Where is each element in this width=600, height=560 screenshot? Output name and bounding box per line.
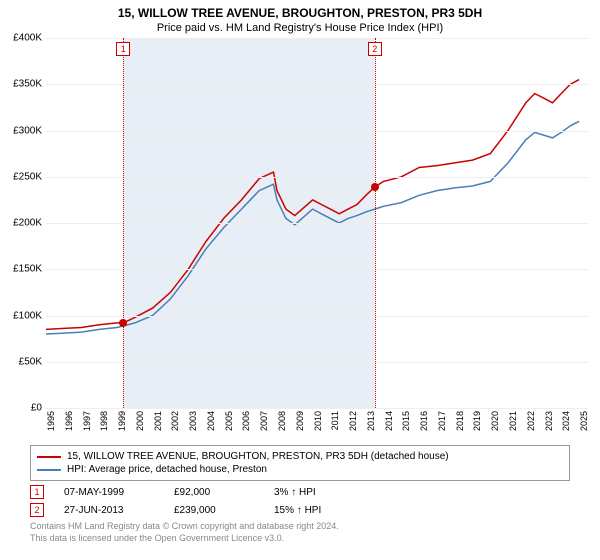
x-tick-label: 2016 [419,411,429,431]
x-tick-label: 2009 [295,411,305,431]
x-tick-label: 2017 [437,411,447,431]
x-tick-label: 2021 [508,411,518,431]
x-tick-label: 2019 [472,411,482,431]
x-axis-ticks: 1995 1996 1997 1998 1999 2000 2001 2002 2003 2004… [46,409,588,441]
legend-text: HPI: Average price, detached house, Pres… [67,464,267,475]
sale-price: £239,000 [174,505,254,516]
sale-marker-topbox: 2 [368,42,382,56]
x-tick-label: 2022 [526,411,536,431]
x-tick-label: 2013 [366,411,376,431]
x-tick-label: 2025 [579,411,589,431]
legend-item: 15, WILLOW TREE AVENUE, BROUGHTON, PREST… [37,450,563,463]
sale-price: £92,000 [174,487,254,498]
x-tick-label: 1995 [46,411,56,431]
sale-row: 1 07-MAY-1999 £92,000 3% ↑ HPI [30,485,570,499]
y-tick-label: £0 [0,403,42,414]
x-tick-label: 1999 [117,411,127,431]
x-tick-label: 2000 [135,411,145,431]
sale-date: 27-JUN-2013 [64,505,154,516]
y-tick-label: £250K [0,171,42,182]
x-tick-label: 2007 [259,411,269,431]
x-tick-label: 1998 [99,411,109,431]
y-tick-label: £400K [0,33,42,44]
footnote-line: This data is licensed under the Open Gov… [30,533,570,545]
y-tick-label: £200K [0,218,42,229]
chart-plot-area: £0£50K£100K£150K£200K£250K£300K£350K£400… [46,38,588,409]
sale-diff: 3% ↑ HPI [274,487,316,498]
x-tick-label: 2005 [224,411,234,431]
x-tick-label: 2018 [455,411,465,431]
footnote-line: Contains HM Land Registry data © Crown c… [30,521,570,533]
y-tick-label: £150K [0,264,42,275]
x-tick-label: 2023 [544,411,554,431]
sale-diff: 15% ↑ HPI [274,505,321,516]
sale-date: 07-MAY-1999 [64,487,154,498]
x-tick-label: 2024 [561,411,571,431]
x-tick-label: 2006 [241,411,251,431]
legend-swatch [37,469,61,471]
legend-box: 15, WILLOW TREE AVENUE, BROUGHTON, PREST… [30,445,570,481]
footnote: Contains HM Land Registry data © Crown c… [30,521,570,544]
y-tick-label: £350K [0,79,42,90]
x-tick-label: 2010 [313,411,323,431]
y-tick-label: £100K [0,310,42,321]
sale-marker-topbox: 1 [116,42,130,56]
sale-marker-box: 1 [30,485,44,499]
x-tick-label: 2002 [170,411,180,431]
x-tick-label: 2020 [490,411,500,431]
sale-marker-box: 2 [30,503,44,517]
x-tick-label: 1997 [82,411,92,431]
x-tick-label: 2001 [153,411,163,431]
x-tick-label: 2011 [330,411,340,430]
x-tick-label: 2008 [277,411,287,431]
y-tick-label: £300K [0,125,42,136]
legend-item: HPI: Average price, detached house, Pres… [37,463,563,476]
legend-text: 15, WILLOW TREE AVENUE, BROUGHTON, PREST… [67,451,449,462]
x-tick-label: 1996 [64,411,74,431]
legend-swatch [37,456,61,458]
x-tick-label: 2003 [188,411,198,431]
x-tick-label: 2014 [384,411,394,431]
chart-title: 15, WILLOW TREE AVENUE, BROUGHTON, PREST… [0,0,600,20]
y-tick-label: £50K [0,356,42,367]
x-tick-label: 2015 [401,411,411,431]
x-tick-label: 2004 [206,411,216,431]
sale-row: 2 27-JUN-2013 £239,000 15% ↑ HPI [30,503,570,517]
chart-subtitle: Price paid vs. HM Land Registry's House … [0,20,600,38]
x-tick-label: 2012 [348,411,358,431]
